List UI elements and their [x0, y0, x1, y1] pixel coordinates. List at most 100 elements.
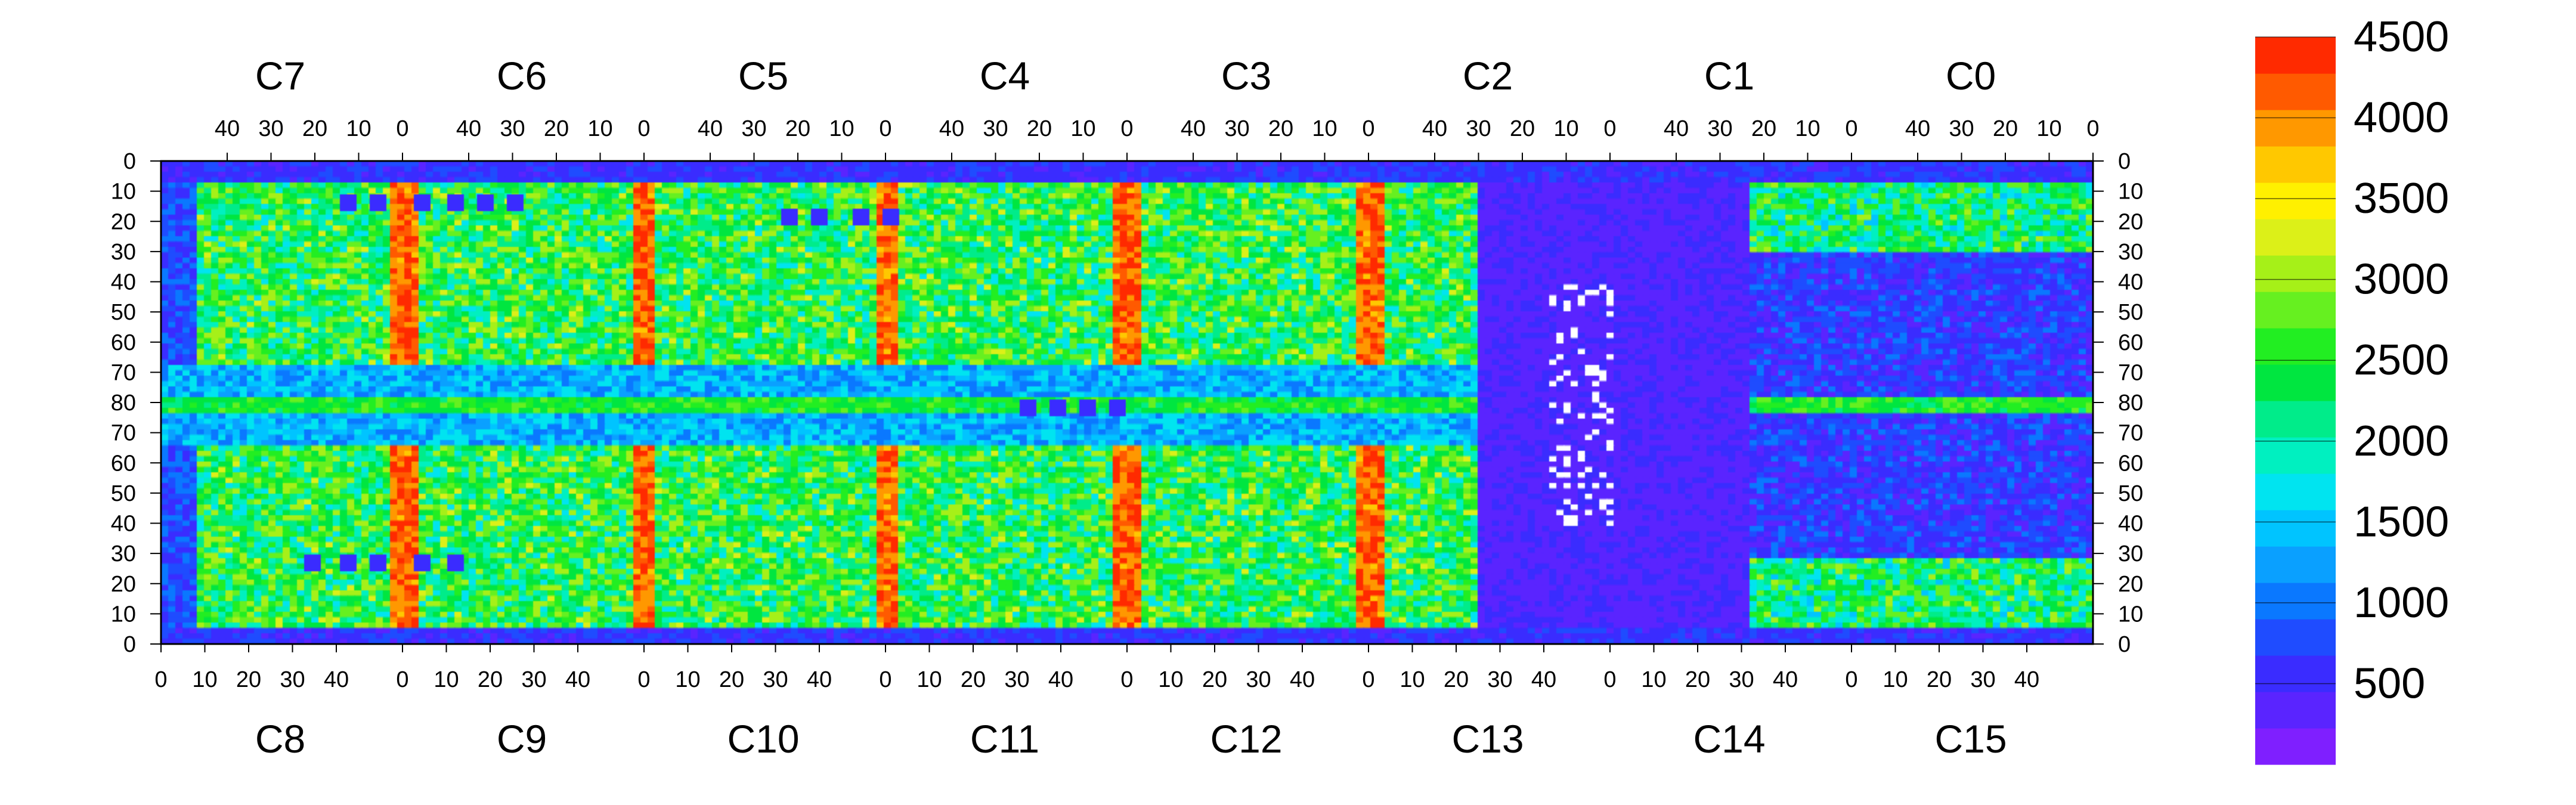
bottom-tick-label: 10	[192, 667, 217, 692]
bottom-tick-label: 0	[1362, 667, 1374, 692]
bottom-tick-label: 30	[763, 667, 788, 692]
top-tick-label: 10	[829, 116, 854, 141]
colorbar-segment	[2255, 473, 2336, 510]
y-tick-label-right: 20	[2118, 209, 2143, 234]
y-tick-label-left: 20	[111, 572, 136, 597]
colorbar-segment	[2255, 510, 2336, 547]
top-tick-label: 30	[741, 116, 766, 141]
y-tick-label-left: 40	[111, 512, 136, 537]
top-tick-label: 10	[1795, 116, 1820, 141]
colorbar-segment	[2255, 292, 2336, 329]
colorbar-tick-label: 4000	[2354, 94, 2449, 142]
colorbar-tick-label: 1000	[2354, 579, 2449, 627]
y-tick-label-right: 0	[2118, 632, 2131, 657]
y-tick-label-left: 0	[123, 632, 136, 657]
top-tick-label: 30	[1949, 116, 1974, 141]
bottom-chip-label-c11: C11	[970, 717, 1039, 761]
y-tick-label-left: 0	[123, 149, 136, 174]
bottom-tick-label: 10	[1641, 667, 1666, 692]
y-tick-label-left: 70	[111, 421, 136, 446]
top-chip-label-c0: C0	[1946, 54, 1996, 98]
y-tick-label-right: 60	[2118, 330, 2143, 355]
top-tick-label: 10	[587, 116, 612, 141]
top-tick-label: 0	[637, 116, 650, 141]
bottom-tick-label: 20	[1927, 667, 1952, 692]
colorbar-segment	[2255, 364, 2336, 401]
bottom-tick-label: 30	[521, 667, 546, 692]
bottom-chip-label-c14: C14	[1693, 717, 1765, 761]
top-tick-label: 10	[1070, 116, 1095, 141]
bottom-tick-label: 30	[1246, 667, 1271, 692]
top-tick-label: 0	[1603, 116, 1616, 141]
bottom-tick-label: 30	[1729, 667, 1754, 692]
bottom-chip-label-c12: C12	[1210, 717, 1282, 761]
y-tick-label-left: 30	[111, 240, 136, 265]
y-tick-label-left: 70	[111, 360, 136, 385]
y-tick-label-right: 80	[2118, 391, 2143, 416]
bottom-tick-label: 10	[434, 667, 459, 692]
colorbar-segment	[2255, 219, 2336, 256]
colorbar-tick-label: 2000	[2354, 417, 2449, 465]
y-tick-label-right: 30	[2118, 240, 2143, 265]
y-tick-label-left: 80	[111, 391, 136, 416]
bottom-tick-label: 20	[719, 667, 744, 692]
top-tick-label: 20	[785, 116, 810, 141]
top-chip-label-c1: C1	[1704, 54, 1754, 98]
bottom-chip-label-c8: C8	[255, 717, 305, 761]
bottom-tick-label: 0	[154, 667, 167, 692]
bottom-chip-label-c10: C10	[727, 717, 799, 761]
top-tick-label: 0	[1362, 116, 1374, 141]
bottom-tick-label: 40	[1290, 667, 1315, 692]
bottom-tick-label: 30	[280, 667, 305, 692]
bottom-tick-label: 20	[236, 667, 261, 692]
y-tick-label-right: 10	[2118, 179, 2143, 205]
bottom-tick-label: 0	[1603, 667, 1616, 692]
y-tick-label-right: 50	[2118, 300, 2143, 325]
bottom-chip-label-c9: C9	[497, 717, 547, 761]
bottom-tick-label: 20	[1202, 667, 1227, 692]
colorbar-tick-label: 1500	[2354, 498, 2449, 546]
top-tick-label: 20	[302, 116, 327, 141]
y-tick-label-right: 30	[2118, 541, 2143, 566]
bottom-tick-label: 40	[807, 667, 832, 692]
top-tick-label: 0	[1845, 116, 1857, 141]
colorbar-tick-label: 3000	[2354, 256, 2449, 304]
top-tick-label: 30	[258, 116, 283, 141]
y-tick-label-left: 10	[111, 602, 136, 627]
top-tick-label: 40	[698, 116, 723, 141]
y-tick-label-right: 10	[2118, 602, 2143, 627]
bottom-tick-label: 20	[1685, 667, 1710, 692]
bottom-chip-label-c15: C15	[1934, 717, 2007, 761]
top-chip-label-c2: C2	[1463, 54, 1513, 98]
colorbar-segment	[2255, 619, 2336, 656]
top-tick-label: 40	[1664, 116, 1689, 141]
y-tick-label-right: 60	[2118, 451, 2143, 476]
top-chip-label-c4: C4	[980, 54, 1030, 98]
colorbar-segment	[2255, 692, 2336, 729]
y-tick-label-right: 40	[2118, 512, 2143, 537]
colorbar-segment	[2255, 182, 2336, 219]
y-tick-label-right: 20	[2118, 572, 2143, 597]
bottom-tick-label: 0	[879, 667, 891, 692]
colorbar-segment	[2255, 146, 2336, 183]
colorbar-segment	[2255, 401, 2336, 438]
top-tick-label: 20	[544, 116, 569, 141]
top-tick-label: 40	[215, 116, 240, 141]
top-tick-label: 30	[1224, 116, 1249, 141]
top-tick-label: 40	[1422, 116, 1447, 141]
bottom-tick-label: 40	[2014, 667, 2039, 692]
bottom-tick-label: 30	[1487, 667, 1512, 692]
top-tick-label: 30	[500, 116, 525, 141]
bottom-tick-label: 10	[1400, 667, 1425, 692]
top-tick-label: 20	[1510, 116, 1535, 141]
bottom-tick-label: 10	[675, 667, 700, 692]
y-tick-label-left: 60	[111, 330, 136, 355]
bottom-tick-label: 20	[961, 667, 986, 692]
top-tick-label: 10	[1553, 116, 1578, 141]
y-tick-label-left: 10	[111, 179, 136, 205]
top-chip-label-c7: C7	[255, 54, 305, 98]
bottom-tick-label: 0	[1120, 667, 1133, 692]
top-tick-label: 20	[1993, 116, 2018, 141]
top-tick-label: 0	[1120, 116, 1133, 141]
